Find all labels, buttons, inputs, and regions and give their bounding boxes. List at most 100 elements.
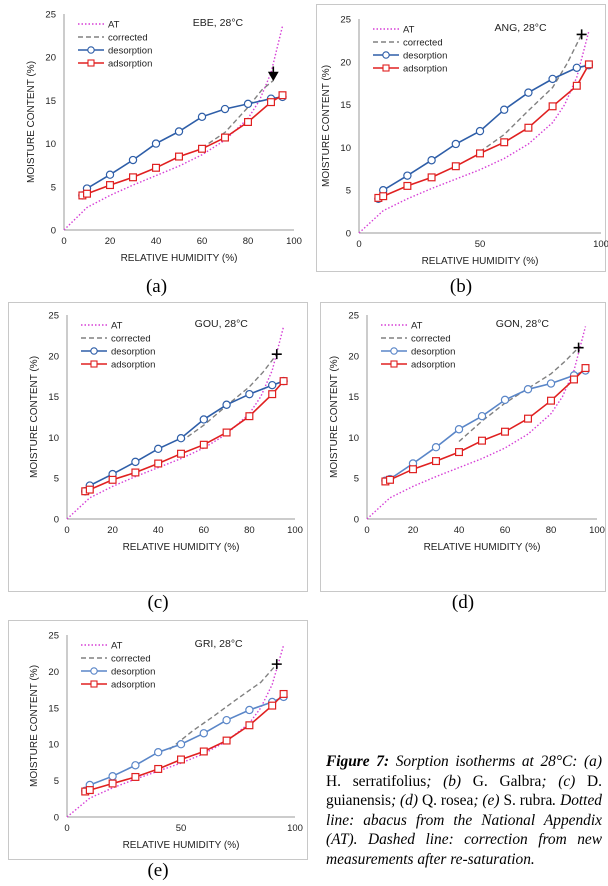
x-tick-label: 40: [151, 236, 162, 247]
y-tick-label: 15: [48, 703, 59, 714]
data-point-adsorption: [268, 390, 277, 399]
legend-label: adsorption: [111, 680, 155, 691]
data-point-adsorption: [379, 192, 388, 201]
y-tick-label: 15: [48, 392, 59, 403]
caption-part: G. Galbra: [472, 772, 542, 790]
data-point-desorption: [403, 171, 412, 180]
data-point-desorption: [222, 715, 231, 725]
data-point-desorption: [174, 127, 184, 136]
panel-label-e: (e): [147, 860, 169, 881]
legend-label: desorption: [403, 51, 447, 62]
data-point-desorption: [427, 156, 436, 165]
legend-marker: [87, 46, 95, 54]
data-point-desorption: [153, 444, 163, 454]
caption-part: . Dotted line: abacus from the National …: [326, 792, 602, 868]
data-point-desorption: [222, 400, 231, 409]
y-tick-label: 5: [54, 776, 59, 787]
data-point-desorption: [454, 425, 464, 434]
y-tick-label: 5: [354, 474, 359, 485]
data-point-adsorption: [581, 364, 590, 373]
legend-marker: [382, 51, 390, 59]
data-point-adsorption: [547, 396, 556, 405]
series-line-AT: [63, 25, 284, 231]
panel-label-c: (c): [147, 592, 169, 613]
data-point-desorption: [572, 63, 581, 72]
x-tick-label: 50: [475, 239, 486, 250]
y-tick-label: 10: [45, 139, 56, 150]
caption-part: D. guianensis: [326, 772, 602, 810]
x-tick-label: 20: [105, 236, 116, 247]
data-point-adsorption: [85, 786, 94, 795]
x-tick-label: 0: [64, 525, 69, 536]
legend-label: adsorption: [411, 360, 455, 371]
y-tick-label: 15: [340, 100, 351, 111]
legend-label: corrected: [403, 38, 443, 49]
data-point-adsorption: [177, 755, 186, 764]
data-point-desorption: [523, 385, 533, 394]
series-line-AT: [66, 326, 285, 520]
chart-title: ANG, 28°C: [495, 22, 547, 34]
x-tick-label: 40: [454, 525, 465, 536]
data-point-desorption: [245, 389, 254, 399]
y-tick-label: 0: [51, 226, 56, 237]
caption-part: S. rubra: [503, 792, 553, 810]
legend-marker: [390, 347, 398, 355]
x-axis-label: RELATIVE HUMIDITY (%): [123, 542, 240, 553]
y-tick-label: 5: [54, 474, 59, 485]
data-point-desorption: [151, 139, 161, 148]
data-point-desorption: [499, 105, 509, 114]
chart-panel-c: 0 20 40 60 80 100 0 5 10 15 20 25 RELATIVE HUMIDITY …: [8, 302, 308, 592]
data-point-adsorption: [131, 468, 140, 477]
legend-label: desorption: [111, 347, 155, 358]
data-point-adsorption: [198, 144, 207, 153]
y-tick-label: 25: [348, 311, 359, 322]
legend-marker: [90, 680, 98, 688]
caption-lead: Figure 7:: [326, 753, 390, 770]
chart-svg-b: 0 50 100 0 5 10 15 20 25 RELATIVE HUMIDITY (%) MOI…: [321, 15, 608, 268]
x-tick-label: 80: [243, 236, 254, 247]
series-line-desorption: [81, 96, 283, 196]
x-axis-label: RELATIVE HUMIDITY (%): [121, 253, 238, 264]
series-line-corrected: [458, 347, 580, 443]
data-point-desorption: [546, 379, 556, 388]
y-tick-label: 10: [48, 433, 59, 444]
chart-svg-d: 0 20 40 60 80 100 0 5 10 15 20 25 RELATIVE HUMIDITY …: [329, 311, 605, 554]
panel-label-d: (d): [451, 592, 475, 613]
y-tick-label: 25: [48, 311, 59, 322]
data-point-adsorption: [175, 152, 184, 161]
data-point-desorption: [108, 772, 117, 781]
data-point-adsorption: [500, 138, 509, 147]
x-tick-label: 100: [593, 239, 608, 250]
panel-label-a: (a): [145, 276, 168, 297]
caption-part: Sorption isotherms at 28°C: (a): [389, 753, 602, 770]
data-point-adsorption: [455, 448, 464, 457]
legend-label: desorption: [108, 46, 152, 57]
y-tick-label: 20: [348, 351, 359, 362]
data-point-adsorption: [82, 189, 91, 198]
data-point-desorption: [176, 739, 186, 749]
data-point-adsorption: [108, 475, 117, 484]
saturation-marker: [576, 29, 587, 40]
series-line-AT: [366, 326, 587, 520]
data-point-desorption: [199, 729, 208, 738]
data-point-adsorption: [131, 772, 140, 781]
data-point-adsorption: [279, 689, 288, 698]
y-tick-label: 0: [354, 515, 359, 526]
chart-panel-d: 0 20 40 60 80 100 0 5 10 15 20 25 RELATIVE HUMIDITY …: [320, 302, 606, 592]
data-point-desorption: [477, 411, 487, 421]
x-tick-label: 0: [61, 236, 66, 247]
y-tick-label: 10: [348, 433, 359, 444]
chart-title: EBE, 28°C: [193, 17, 244, 29]
data-point-adsorption: [152, 163, 161, 172]
x-tick-label: 60: [500, 525, 511, 536]
data-point-adsorption: [451, 162, 460, 171]
y-axis-label: MOISTURE CONTENT (%): [29, 356, 40, 478]
legend-label: AT: [411, 321, 423, 332]
legend-marker: [90, 347, 98, 355]
chart-panel-a: 0 20 40 60 80 100 0 5 10 15 20 25 RELATIVE HUMIDITY …: [4, 4, 309, 272]
y-tick-label: 10: [48, 740, 59, 751]
data-point-adsorption: [245, 412, 254, 421]
y-axis-label: MOISTURE CONTENT (%): [329, 356, 340, 478]
y-tick-label: 25: [45, 10, 56, 21]
data-point-desorption: [243, 99, 253, 109]
